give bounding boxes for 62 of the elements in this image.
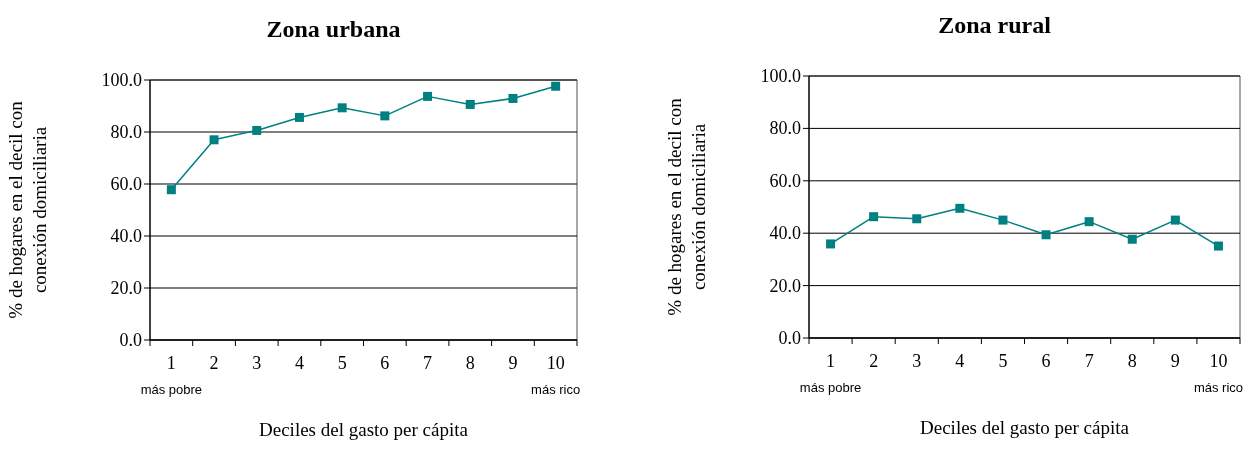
y-tick-label: 100.0 bbox=[760, 66, 801, 86]
text: más rico bbox=[1193, 380, 1244, 395]
point bbox=[869, 212, 879, 222]
point bbox=[1170, 215, 1180, 225]
x-tick-label: 3 bbox=[252, 353, 262, 373]
point bbox=[508, 93, 518, 103]
y-tick-label: 100.0 bbox=[101, 70, 142, 90]
point bbox=[551, 81, 561, 91]
point bbox=[826, 239, 836, 249]
x-tick-label: 4 bbox=[294, 353, 304, 373]
y-tick-label: 80.0 bbox=[110, 122, 142, 142]
x-tick-label: 9 bbox=[1170, 351, 1180, 371]
x-tick-label: 1 bbox=[166, 353, 176, 373]
point bbox=[912, 214, 922, 224]
point bbox=[380, 111, 390, 121]
x-tick-label: 6 bbox=[1041, 351, 1051, 371]
text: más pobre bbox=[140, 382, 203, 397]
y-tick-label: 60.0 bbox=[110, 174, 142, 194]
x-tick-label: 8 bbox=[465, 353, 475, 373]
point bbox=[955, 203, 965, 213]
x-axis-title: Deciles del gasto per cápita bbox=[920, 417, 1130, 438]
x-tick-label: 4 bbox=[955, 351, 965, 371]
x-tick-label: 7 bbox=[423, 353, 433, 373]
point bbox=[423, 91, 433, 101]
y-axis-title: % de hogares en el decil con conexión domiciliaria bbox=[5, 100, 50, 319]
x-tick-label: 5 bbox=[998, 351, 1008, 371]
y-axis-title: % de hogares en el decil con conexión domiciliaria bbox=[664, 97, 709, 316]
point bbox=[294, 112, 304, 122]
y-tick-label: 40.0 bbox=[110, 226, 142, 246]
x-tick-label: 9 bbox=[508, 353, 518, 373]
y-tick-label: 60.0 bbox=[769, 170, 801, 191]
point bbox=[1084, 217, 1094, 227]
y-tick-label: 0.0 bbox=[778, 328, 801, 348]
x-tick-label: 5 bbox=[337, 353, 347, 373]
chart-title: Zona urbana bbox=[266, 16, 401, 42]
y-tick-label: 0.0 bbox=[119, 330, 142, 350]
x-tick-label: 3 bbox=[912, 351, 922, 371]
x-tick-label: 1 bbox=[826, 351, 836, 371]
point bbox=[998, 215, 1008, 225]
point bbox=[166, 185, 176, 195]
point bbox=[1213, 241, 1223, 251]
point bbox=[1127, 234, 1137, 244]
y-tick-label: 20.0 bbox=[769, 275, 801, 296]
text: más pobre bbox=[799, 380, 862, 395]
point bbox=[337, 103, 347, 113]
point bbox=[209, 135, 219, 145]
x-tick-label: 10 bbox=[546, 353, 565, 373]
x-axis-title: Deciles del gasto per cápita bbox=[259, 419, 469, 440]
x-tick-label: 8 bbox=[1127, 351, 1137, 371]
point bbox=[252, 125, 262, 135]
point bbox=[465, 99, 475, 109]
y-tick-label: 40.0 bbox=[769, 223, 801, 244]
y-tick-label: 20.0 bbox=[110, 278, 142, 298]
x-tick-label: 10 bbox=[1209, 351, 1228, 371]
x-tick-label: 7 bbox=[1084, 351, 1094, 371]
x-tick-label: 6 bbox=[380, 353, 390, 373]
x-tick-label: 2 bbox=[869, 351, 879, 371]
chart-title: Zona rural bbox=[938, 12, 1052, 38]
point bbox=[1041, 230, 1051, 240]
y-tick-label: 80.0 bbox=[769, 118, 801, 139]
x-tick-label: 2 bbox=[209, 353, 219, 373]
text: más rico bbox=[531, 382, 581, 397]
